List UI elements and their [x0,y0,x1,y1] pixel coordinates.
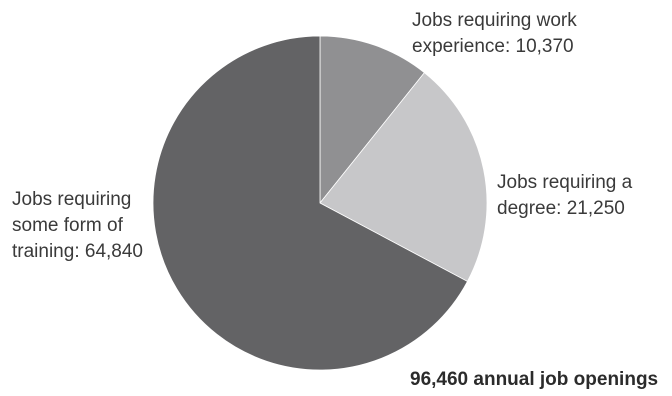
total-annual-job-openings: 96,460 annual job openings [410,369,659,390]
slice-label-training-line-2: some form of [12,215,123,236]
pie-slice-degree [319,72,488,282]
slice-label-work-experience: Jobs requiring work experience: 10,370 [412,8,577,60]
slice-label-training: Jobs requiring some form of training: 64… [12,187,143,265]
slice-label-training-line-1: Jobs requiring [12,189,132,210]
slice-label-training-line-3: training: 64,840 [12,241,143,262]
slice-label-work-line-1: Jobs requiring work [412,10,577,31]
pie-slice-training [152,35,468,371]
slice-label-degree-line-1: Jobs requiring a [497,172,633,193]
slice-label-degree: Jobs requiring a degree: 21,250 [497,170,632,222]
pie-slice-work-experience [319,35,425,205]
slice-label-degree-line-2: degree: 21,250 [497,198,625,219]
slice-label-work-line-2: experience: 10,370 [412,36,574,57]
